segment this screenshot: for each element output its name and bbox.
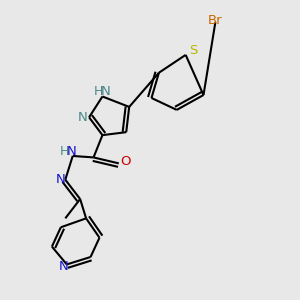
Text: Br: Br (208, 14, 223, 27)
Text: O: O (120, 155, 131, 168)
Text: N: N (59, 260, 69, 273)
Text: N: N (67, 145, 77, 158)
Text: H: H (60, 145, 69, 158)
Text: S: S (189, 44, 197, 57)
Text: N: N (101, 85, 111, 98)
Text: N: N (78, 111, 88, 124)
Text: H: H (94, 85, 104, 98)
Text: N: N (56, 173, 66, 186)
